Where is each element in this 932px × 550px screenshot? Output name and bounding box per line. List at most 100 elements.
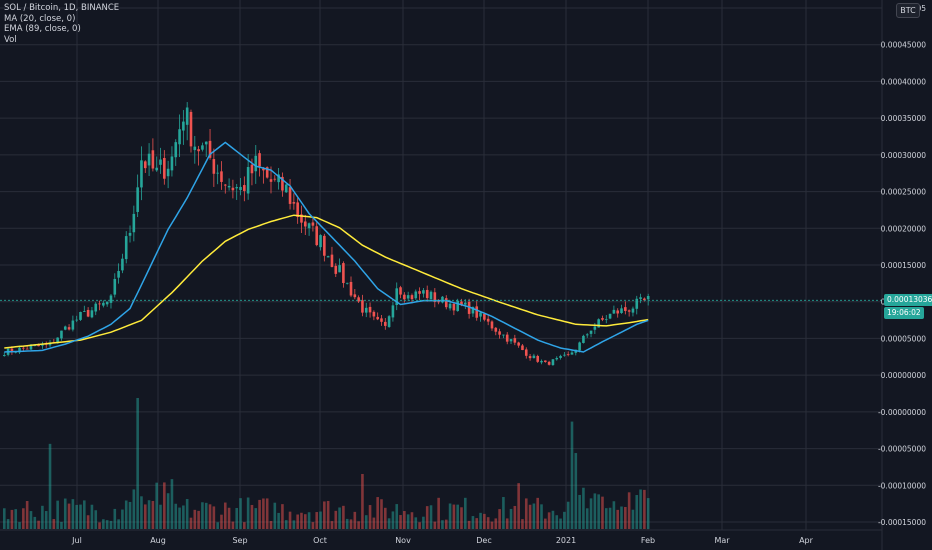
candle-body[interactable] xyxy=(399,287,402,295)
candle-body[interactable] xyxy=(197,149,200,152)
candle-body[interactable] xyxy=(29,345,33,350)
candle-body[interactable] xyxy=(208,140,212,158)
candle-body[interactable] xyxy=(524,349,528,356)
candle-body[interactable] xyxy=(338,265,341,273)
candle-body[interactable] xyxy=(643,298,646,301)
candle-body[interactable] xyxy=(223,184,227,186)
candle-body[interactable] xyxy=(121,258,124,271)
candle-body[interactable] xyxy=(555,358,559,360)
candle-body[interactable] xyxy=(79,311,82,320)
candle-body[interactable] xyxy=(437,301,440,303)
candle-body[interactable] xyxy=(597,319,600,328)
candle-body[interactable] xyxy=(334,265,338,274)
candle-body[interactable] xyxy=(349,281,353,296)
candle-body[interactable] xyxy=(616,310,620,314)
candle-body[interactable] xyxy=(559,355,562,358)
candle-body[interactable] xyxy=(216,172,219,174)
candle-body[interactable] xyxy=(494,327,498,332)
candle-body[interactable] xyxy=(311,222,315,226)
candle-body[interactable] xyxy=(391,305,395,318)
candle-body[interactable] xyxy=(368,306,372,313)
candle-body[interactable] xyxy=(94,303,98,312)
candle-body[interactable] xyxy=(330,254,334,267)
candle-body[interactable] xyxy=(486,318,490,322)
candle-body[interactable] xyxy=(182,121,185,131)
candle-body[interactable] xyxy=(147,153,151,166)
candlesticks[interactable] xyxy=(3,102,650,366)
candle-body[interactable] xyxy=(90,310,94,318)
candle-body[interactable] xyxy=(3,355,6,357)
candle-body[interactable] xyxy=(250,164,254,174)
candle-body[interactable] xyxy=(124,236,128,260)
symbol-title[interactable]: SOL / Bitcoin, 1D, BINANCE xyxy=(4,3,120,13)
candle-body[interactable] xyxy=(471,307,475,314)
candle-body[interactable] xyxy=(585,334,589,336)
candle-body[interactable] xyxy=(37,344,40,347)
candle-body[interactable] xyxy=(521,345,524,351)
candle-body[interactable] xyxy=(307,223,311,229)
candle-body[interactable] xyxy=(204,141,208,145)
candle-body[interactable] xyxy=(60,330,63,339)
candle-body[interactable] xyxy=(163,157,166,179)
candle-body[interactable] xyxy=(608,313,612,319)
candle-body[interactable] xyxy=(151,150,155,169)
candle-body[interactable] xyxy=(323,235,326,256)
candle-body[interactable] xyxy=(284,184,288,193)
candle-body[interactable] xyxy=(384,321,387,326)
candle-body[interactable] xyxy=(361,300,364,313)
candle-body[interactable] xyxy=(425,289,429,299)
candle-body[interactable] xyxy=(227,185,231,188)
candle-body[interactable] xyxy=(513,338,517,343)
candle-body[interactable] xyxy=(86,309,90,317)
candle-body[interactable] xyxy=(448,303,452,309)
candle-body[interactable] xyxy=(547,361,551,365)
time-axis[interactable]: Jul Aug Sep Oct Nov Dec 2021 Feb Mar Apr xyxy=(71,536,813,545)
candle-body[interactable] xyxy=(292,202,296,204)
candle-body[interactable] xyxy=(517,342,520,346)
candle-body[interactable] xyxy=(532,355,536,359)
candle-body[interactable] xyxy=(212,159,216,174)
candle-body[interactable] xyxy=(220,171,223,182)
candle-body[interactable] xyxy=(357,297,360,302)
candle-body[interactable] xyxy=(136,187,139,212)
candle-body[interactable] xyxy=(41,344,44,346)
candle-body[interactable] xyxy=(262,168,265,171)
candle-body[interactable] xyxy=(620,308,623,313)
candle-body[interactable] xyxy=(128,232,132,236)
candle-body[interactable] xyxy=(273,178,277,180)
candle-body[interactable] xyxy=(490,321,494,329)
candle-body[interactable] xyxy=(498,331,501,335)
candle-body[interactable] xyxy=(403,294,406,300)
candle-body[interactable] xyxy=(326,256,330,258)
candle-body[interactable] xyxy=(277,174,280,183)
candle-body[interactable] xyxy=(102,302,105,306)
candle-body[interactable] xyxy=(483,313,486,320)
candle-body[interactable] xyxy=(18,347,21,353)
candle-body[interactable] xyxy=(364,307,368,313)
candle-body[interactable] xyxy=(56,337,59,344)
candle-body[interactable] xyxy=(380,318,383,322)
ma-legend[interactable]: MA (20, close, 0) xyxy=(4,13,76,24)
candle-body[interactable] xyxy=(265,167,269,178)
candle-body[interactable] xyxy=(479,312,482,317)
candle-body[interactable] xyxy=(612,309,616,314)
candle-body[interactable] xyxy=(601,318,604,320)
candle-body[interactable] xyxy=(113,278,117,295)
candle-body[interactable] xyxy=(578,342,581,351)
candle-body[interactable] xyxy=(235,187,239,189)
candle-body[interactable] xyxy=(303,221,307,227)
candle-body[interactable] xyxy=(536,355,539,362)
candle-body[interactable] xyxy=(342,263,345,284)
candle-body[interactable] xyxy=(376,316,379,320)
candle-body[interactable] xyxy=(387,316,391,327)
candle-body[interactable] xyxy=(418,291,421,294)
candle-body[interactable] xyxy=(319,235,322,248)
candle-body[interactable] xyxy=(589,330,593,334)
candle-body[interactable] xyxy=(193,146,197,151)
candle-body[interactable] xyxy=(300,214,303,223)
candle-body[interactable] xyxy=(460,301,463,305)
candle-body[interactable] xyxy=(10,348,14,352)
candle-body[interactable] xyxy=(67,327,71,330)
candle-body[interactable] xyxy=(239,186,242,190)
